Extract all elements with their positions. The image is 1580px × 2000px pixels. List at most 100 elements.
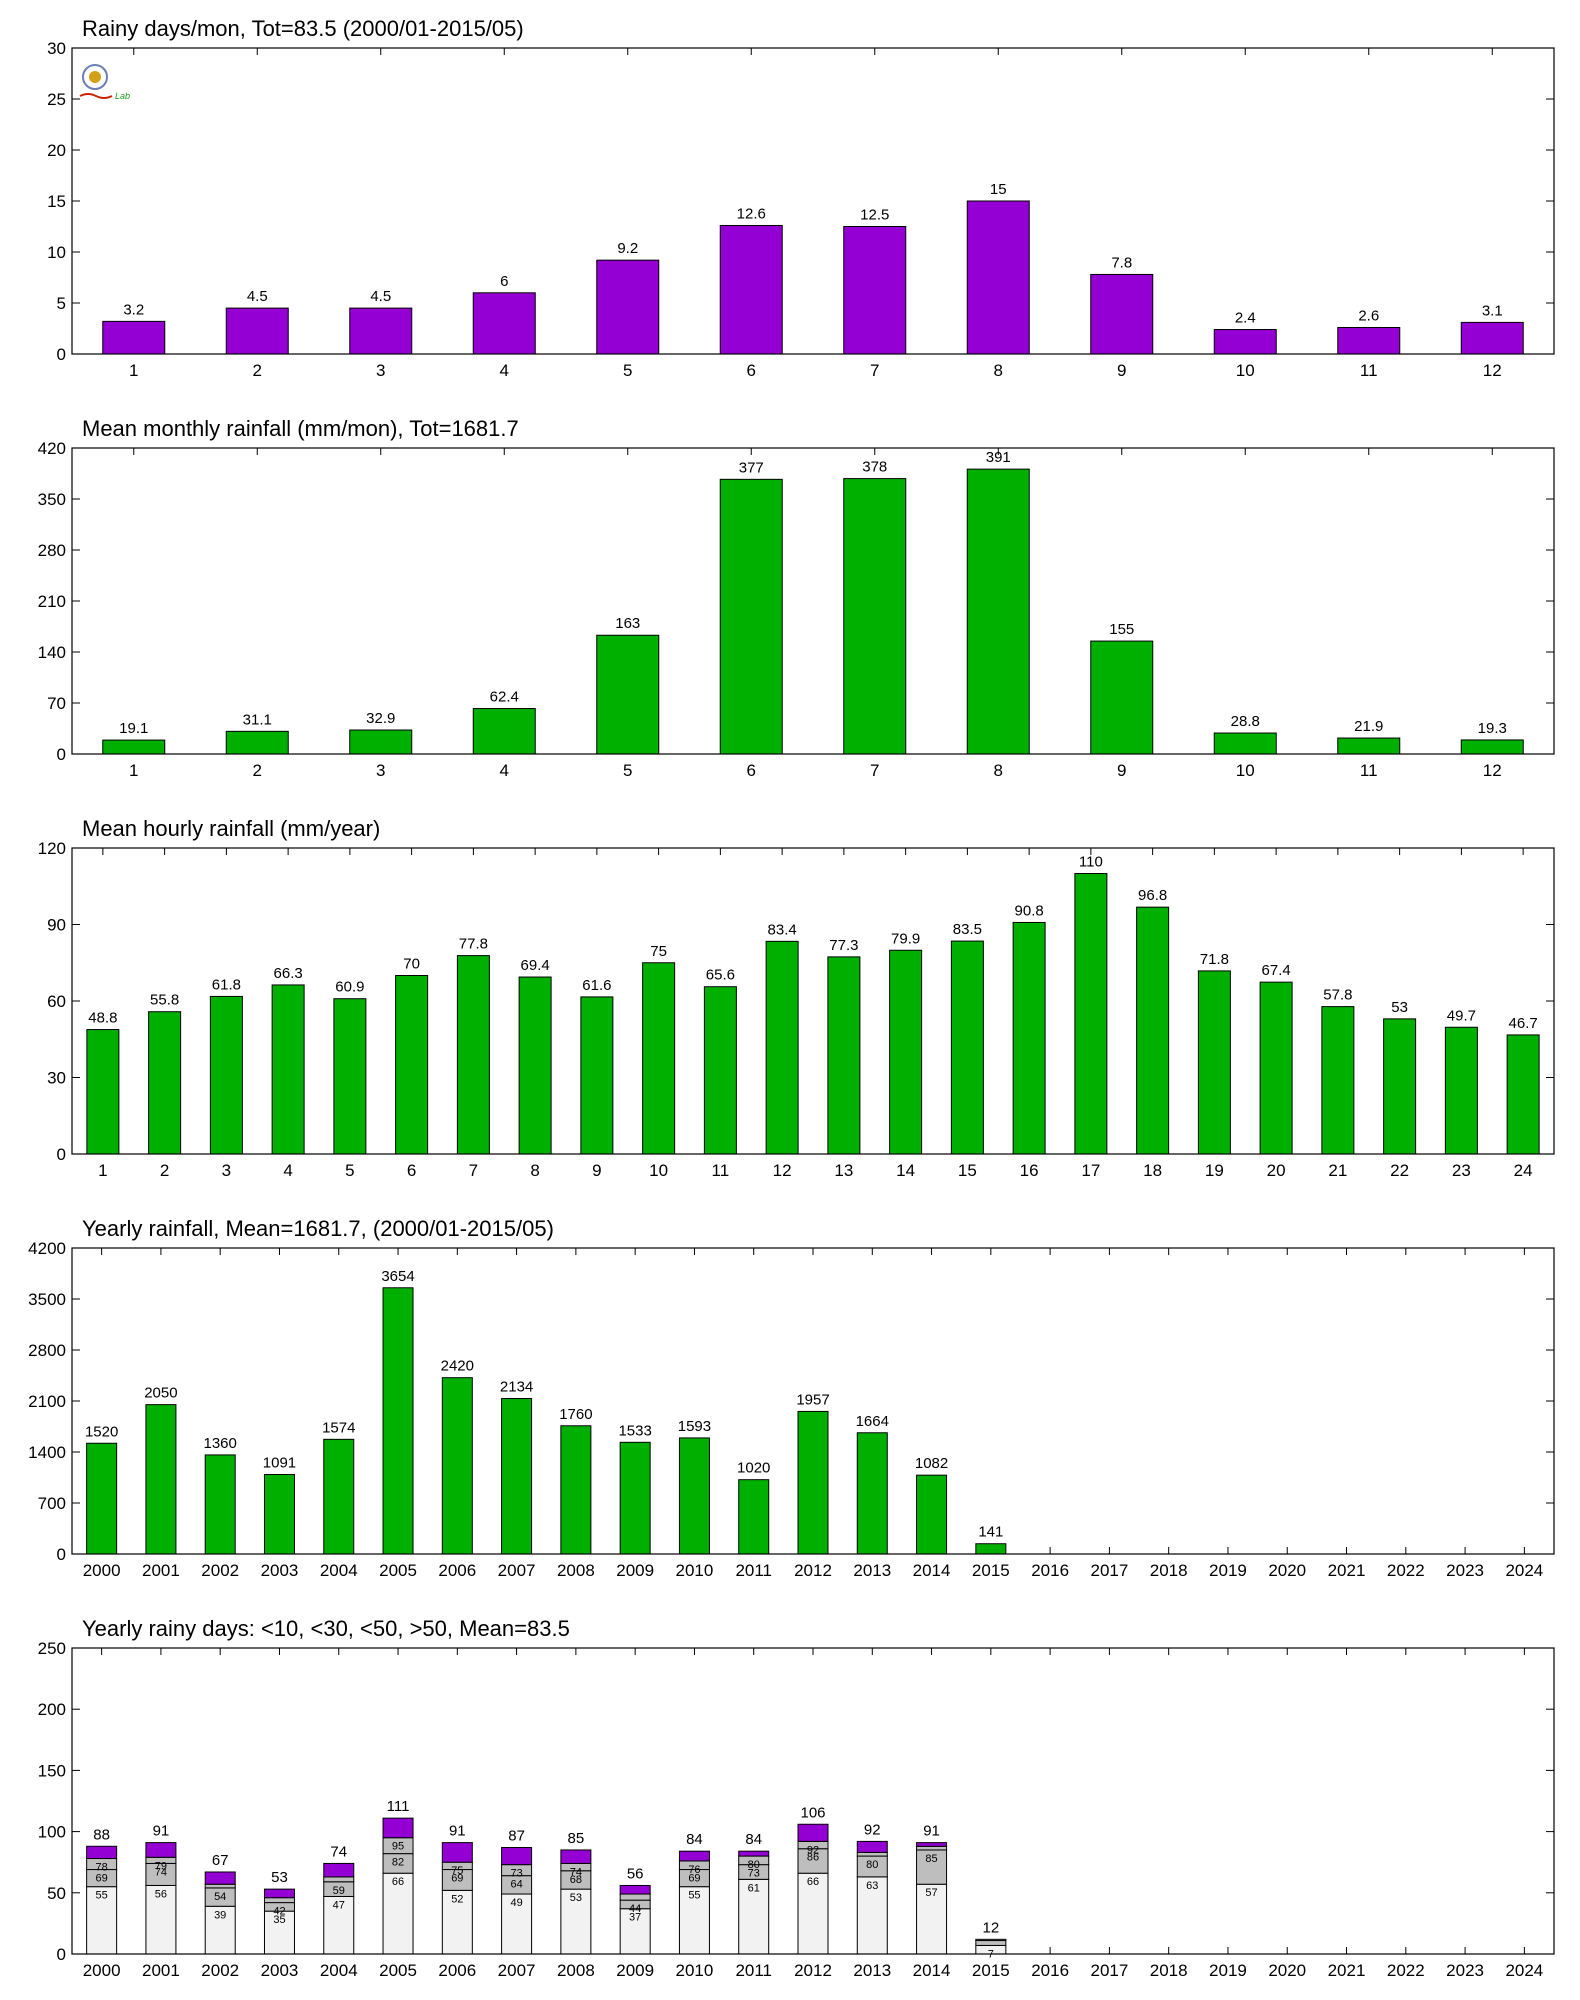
bar-value-label: 79.9	[891, 930, 920, 947]
stacked-segment	[678, 1886, 710, 1955]
bar	[1213, 732, 1277, 755]
x-tick-label: 2017	[1090, 1561, 1128, 1580]
x-tick-label: 24	[1514, 1161, 1533, 1180]
bar	[1090, 640, 1154, 755]
segment-value-label: 59	[333, 1885, 345, 1897]
stacked-segment	[145, 1884, 177, 1955]
y-tick-label: 2800	[28, 1341, 66, 1360]
bar-value-label: 377	[739, 459, 764, 476]
x-tick-label: 7	[469, 1161, 478, 1180]
bar	[1321, 1006, 1355, 1155]
x-tick-label: 2003	[261, 1561, 299, 1580]
x-tick-label: 16	[1020, 1161, 1039, 1180]
bar-value-label: 83.4	[768, 921, 797, 938]
bar	[209, 995, 243, 1155]
x-tick-label: 14	[896, 1161, 915, 1180]
segment-value-label: 74	[570, 1866, 582, 1878]
bar-value-label: 6	[500, 273, 508, 290]
stacked-segment	[263, 1888, 295, 1899]
x-tick-label: 2003	[261, 1961, 299, 1980]
bar-value-label: 1760	[559, 1406, 592, 1423]
x-tick-label: 3	[376, 761, 385, 780]
stacked-segment	[797, 1823, 829, 1842]
bar-total-label: 91	[449, 1823, 466, 1840]
x-tick-label: 3	[222, 1161, 231, 1180]
x-tick-label: 21	[1328, 1161, 1347, 1180]
bar	[560, 1425, 592, 1555]
stacked-segment	[738, 1850, 770, 1857]
bar	[916, 1474, 948, 1555]
segment-value-label: 55	[96, 1890, 108, 1902]
stacked-segment	[560, 1849, 592, 1864]
y-tick-label: 5	[57, 294, 66, 313]
bar	[719, 478, 783, 755]
stacked-segment	[856, 1840, 888, 1853]
segment-value-label: 64	[510, 1879, 522, 1891]
segment-value-label: 61	[748, 1882, 760, 1894]
x-tick-label: 5	[623, 761, 632, 780]
bar	[86, 1029, 120, 1155]
bar-value-label: 1593	[678, 1418, 711, 1435]
bar-total-label: 74	[330, 1843, 347, 1860]
segment-value-label: 54	[214, 1891, 226, 1903]
bar-value-label: 7.8	[1111, 254, 1132, 271]
x-tick-label: 9	[1117, 761, 1126, 780]
bar	[518, 976, 552, 1155]
bar-value-label: 1664	[856, 1413, 889, 1430]
segment-value-label: 73	[748, 1868, 760, 1880]
bar-value-label: 65.6	[706, 967, 735, 984]
bar-total-label: 56	[627, 1865, 644, 1882]
x-tick-label: 8	[994, 761, 1003, 780]
bar	[102, 320, 166, 355]
segment-value-label: 47	[333, 1899, 345, 1911]
bar	[323, 1438, 355, 1555]
bar-value-label: 12.5	[860, 207, 889, 224]
bar-total-label: 12	[982, 1919, 999, 1936]
x-tick-label: 2020	[1268, 1561, 1306, 1580]
bar	[1213, 329, 1277, 355]
y-tick-label: 100	[38, 1823, 66, 1842]
x-tick-label: 3	[376, 361, 385, 380]
bar-total-label: 87	[508, 1828, 525, 1845]
segment-value-label: 75	[451, 1865, 463, 1877]
bar	[225, 730, 289, 755]
bar-value-label: 67.4	[1262, 962, 1291, 979]
y-tick-label: 210	[38, 592, 66, 611]
bar	[1460, 739, 1524, 755]
bar-value-label: 57.8	[1323, 987, 1352, 1004]
segment-value-label: 49	[510, 1897, 522, 1909]
bar-value-label: 19.3	[1478, 720, 1507, 737]
bar	[1259, 981, 1293, 1155]
x-tick-label: 9	[1117, 361, 1126, 380]
x-tick-label: 6	[407, 1161, 416, 1180]
x-tick-label: 2006	[438, 1961, 476, 1980]
bar-total-label: 53	[271, 1869, 288, 1886]
x-tick-label: 2	[253, 361, 262, 380]
x-tick-label: 2019	[1209, 1561, 1247, 1580]
x-tick-label: 11	[712, 1161, 730, 1180]
x-tick-label: 8	[994, 361, 1003, 380]
bar	[1383, 1018, 1417, 1155]
y-tick-label: 0	[57, 345, 66, 364]
bar-value-label: 391	[986, 449, 1011, 466]
x-tick-label: 2001	[142, 1961, 180, 1980]
segment-value-label: 78	[96, 1862, 108, 1874]
bar	[843, 226, 907, 355]
stacked-segment	[856, 1851, 888, 1857]
bar	[1337, 326, 1401, 355]
segment-value-label: 63	[866, 1880, 878, 1892]
stacked-segment	[619, 1884, 651, 1895]
bar-total-label: 91	[153, 1823, 170, 1840]
x-tick-label: 2000	[83, 1561, 121, 1580]
segment-value-label: 69	[451, 1873, 463, 1885]
bar-value-label: 110	[1079, 854, 1103, 871]
bar	[472, 292, 536, 355]
x-tick-label: 2014	[913, 1561, 951, 1580]
x-tick-label: 22	[1390, 1161, 1409, 1180]
stacked-segment	[263, 1910, 295, 1955]
bar-total-label: 92	[864, 1821, 881, 1838]
x-tick-label: 12	[773, 1161, 792, 1180]
bar-value-label: 60.9	[335, 979, 364, 996]
bar	[441, 1377, 473, 1555]
